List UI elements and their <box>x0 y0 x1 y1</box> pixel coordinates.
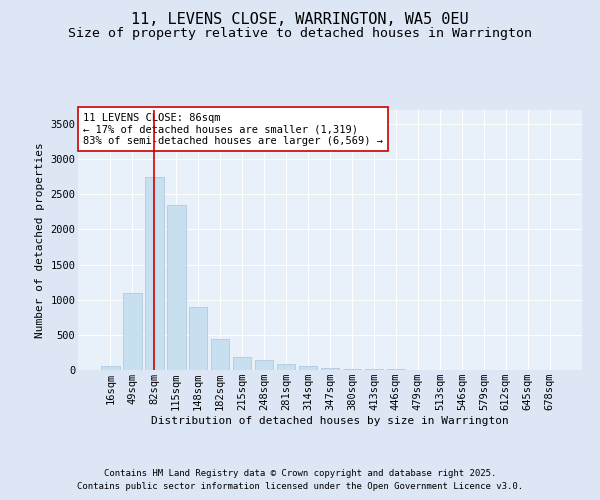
Text: Contains public sector information licensed under the Open Government Licence v3: Contains public sector information licen… <box>77 482 523 491</box>
Bar <box>101 366 119 370</box>
Text: Contains HM Land Registry data © Crown copyright and database right 2025.: Contains HM Land Registry data © Crown c… <box>104 468 496 477</box>
X-axis label: Distribution of detached houses by size in Warrington: Distribution of detached houses by size … <box>151 416 509 426</box>
Bar <box>299 366 317 370</box>
Bar <box>211 339 229 370</box>
Bar <box>123 292 142 370</box>
Text: 11 LEVENS CLOSE: 86sqm
← 17% of detached houses are smaller (1,319)
83% of semi-: 11 LEVENS CLOSE: 86sqm ← 17% of detached… <box>83 112 383 146</box>
Bar <box>343 368 361 370</box>
Text: 11, LEVENS CLOSE, WARRINGTON, WA5 0EU: 11, LEVENS CLOSE, WARRINGTON, WA5 0EU <box>131 12 469 28</box>
Bar <box>189 307 208 370</box>
Bar <box>365 369 383 370</box>
Text: Size of property relative to detached houses in Warrington: Size of property relative to detached ho… <box>68 28 532 40</box>
Bar <box>145 177 164 370</box>
Bar <box>320 368 340 370</box>
Y-axis label: Number of detached properties: Number of detached properties <box>35 142 44 338</box>
Bar <box>233 357 251 370</box>
Bar <box>277 364 295 370</box>
Bar <box>255 360 274 370</box>
Bar <box>167 205 185 370</box>
